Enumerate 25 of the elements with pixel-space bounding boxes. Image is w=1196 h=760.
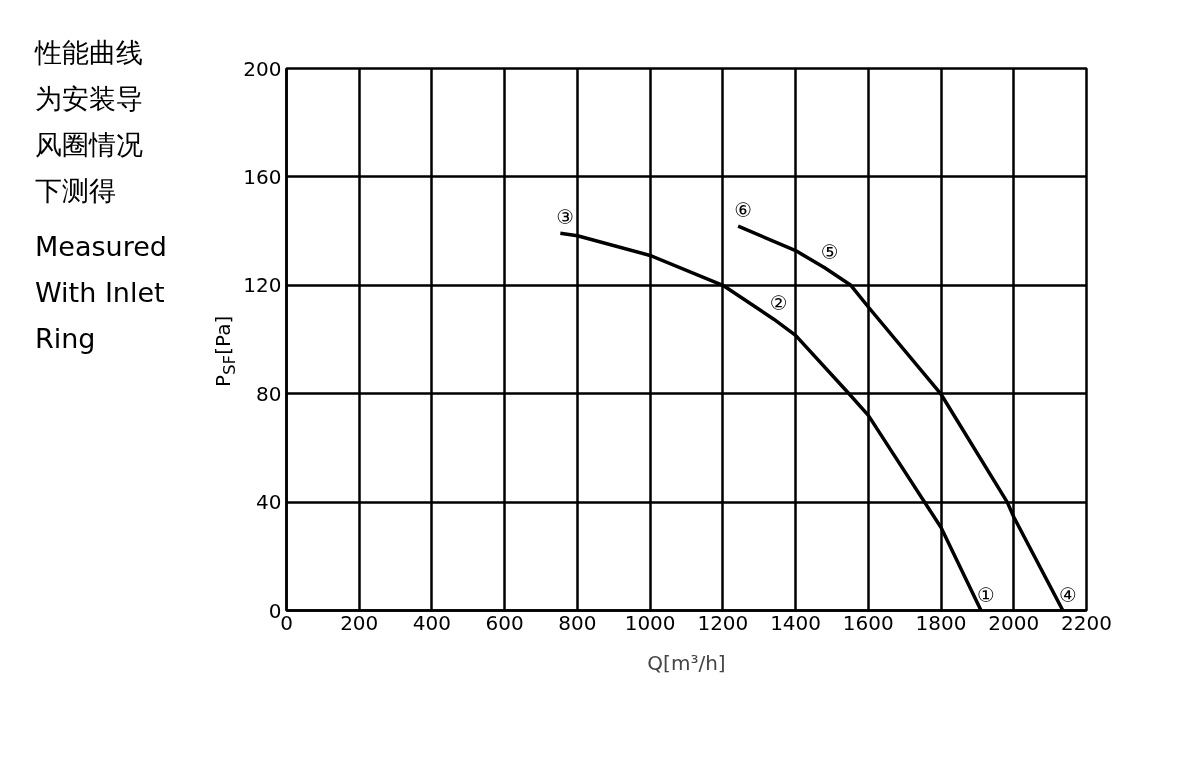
y-tick-label: 40 [256, 490, 282, 515]
y-tick-label: 80 [256, 381, 282, 406]
y-tick-label: 120 [243, 273, 282, 298]
x-tick-label: 1600 [842, 610, 894, 635]
x-tick-label: 200 [340, 610, 379, 635]
annotation: ⑥ [734, 198, 753, 223]
x-tick-label: 1400 [770, 610, 822, 635]
x-axis-title: Q[m³/h] [647, 650, 726, 675]
y-tick-label: 160 [243, 164, 282, 189]
x-tick-label: 800 [558, 610, 597, 635]
x-tick-label: 1200 [697, 610, 749, 635]
x-tick-label: 400 [412, 610, 452, 635]
annotation: ④ [1058, 582, 1077, 607]
x-tick-label: 1000 [624, 610, 676, 635]
x-tick-label: 2200 [1061, 610, 1112, 635]
x-tick-label: 600 [485, 610, 524, 635]
annotation: ③ [556, 205, 575, 230]
x-tick-label: 1800 [915, 610, 967, 635]
text: 性能曲线为安装导风圈情况下测得 [35, 36, 144, 208]
annotation: ⑤ [820, 239, 839, 264]
annotation: ① [977, 582, 996, 607]
x-tick-label: 2000 [988, 610, 1040, 635]
annotation: ② [769, 291, 788, 316]
text: Measured With Inlet Ring [35, 230, 168, 356]
y-tick-label: 200 [243, 56, 282, 81]
